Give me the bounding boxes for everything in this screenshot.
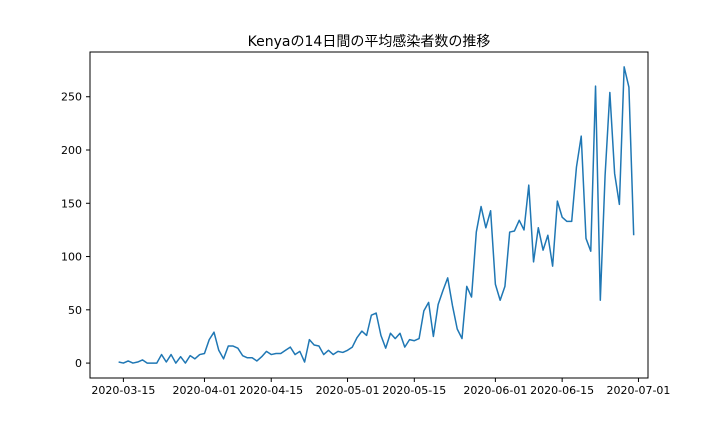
x-tick-label: 2020-04-15 (239, 384, 303, 397)
x-tick-label: 2020-06-01 (463, 384, 527, 397)
x-tick-label: 2020-03-15 (91, 384, 155, 397)
chart-title: Kenyaの14日間の平均感染者数の推移 (248, 33, 491, 50)
x-tick-label: 2020-05-15 (382, 384, 446, 397)
x-tick-label: 2020-04-01 (172, 384, 236, 397)
y-tick-label: 250 (61, 91, 82, 104)
y-tick-label: 150 (61, 197, 82, 210)
y-tick-label: 0 (75, 357, 82, 370)
y-tick-label: 50 (68, 304, 82, 317)
y-tick-label: 200 (61, 144, 82, 157)
x-tick-label: 2020-05-01 (316, 384, 380, 397)
y-tick-label: 100 (61, 251, 82, 264)
plot-area: 2020-03-15 2020-04-01 2020-04-15 2020-05-01… (61, 66, 670, 397)
series-line (118, 66, 635, 364)
x-tick-label: 2020-07-01 (606, 384, 670, 397)
plot-frame (89, 51, 649, 379)
x-tick-label: 2020-06-15 (530, 384, 594, 397)
